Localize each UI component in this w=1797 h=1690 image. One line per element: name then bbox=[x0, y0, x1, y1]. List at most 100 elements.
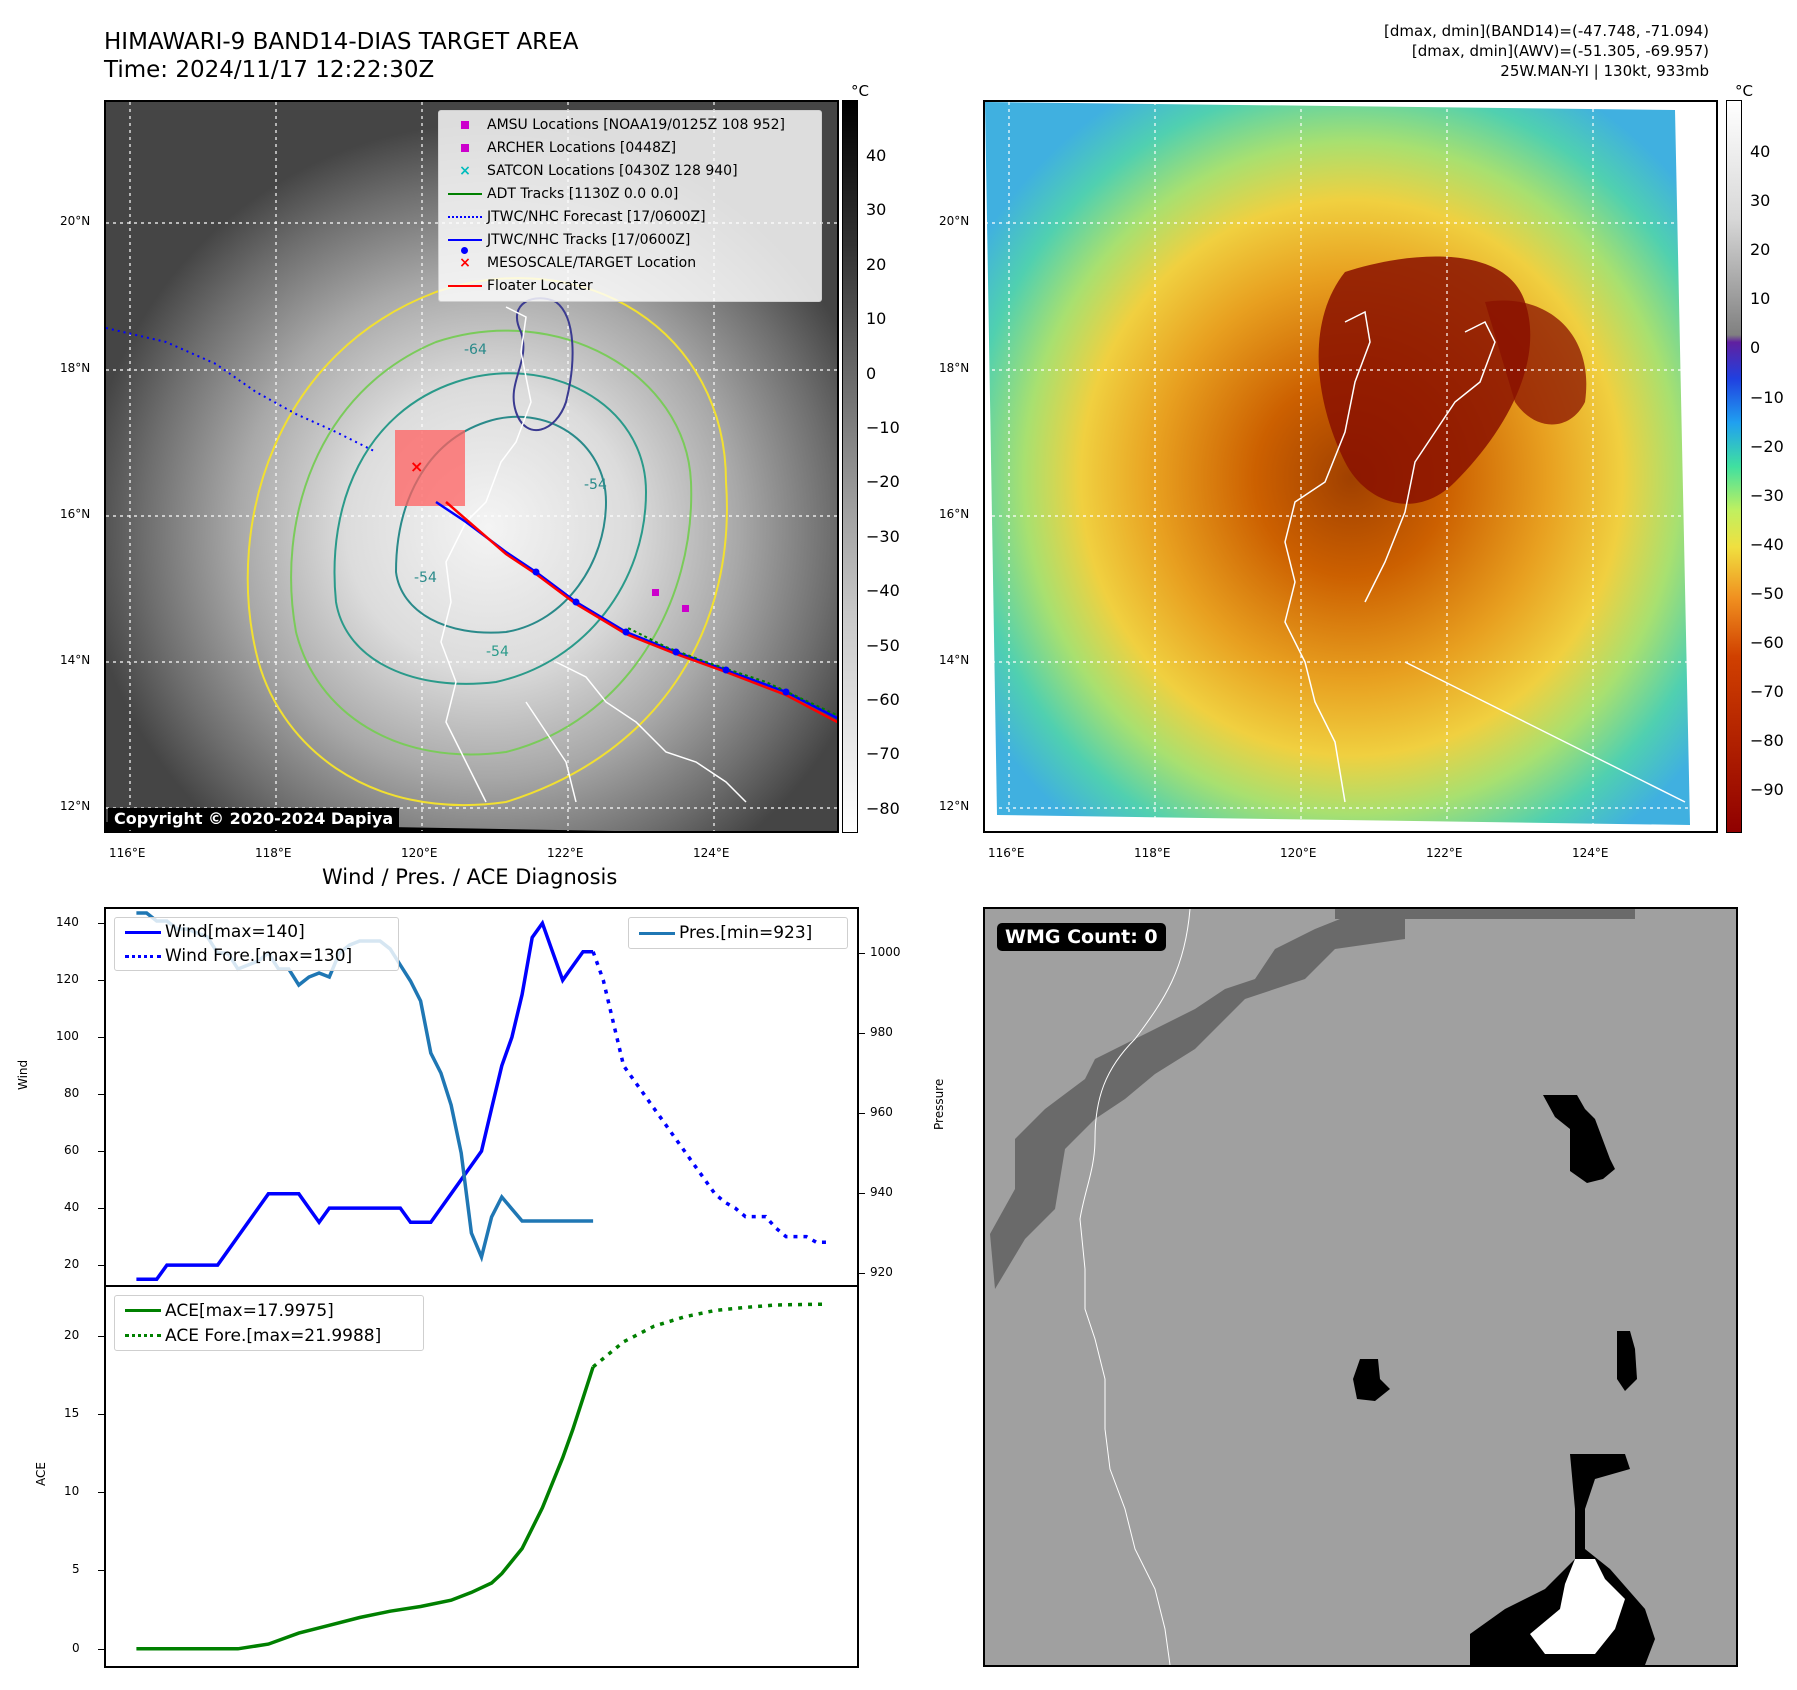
legend-wind: Wind[max=140] bbox=[121, 920, 392, 944]
color-colorbar-tick: −40 bbox=[1750, 534, 1784, 554]
color-lat-18: 18°N bbox=[939, 361, 970, 375]
legend-ace-forecast-label: ACE Fore.[max=21.9988] bbox=[165, 1325, 382, 1346]
cold-band bbox=[1485, 300, 1587, 425]
contour-label-4: -54 bbox=[486, 644, 509, 660]
legend-amsu: AMSU Locations [NOAA19/0125Z 108 952] bbox=[443, 113, 817, 136]
color-lat-20: 20°N bbox=[939, 214, 970, 228]
ir-colorbar-tick: −60 bbox=[866, 690, 900, 709]
color-colorbar-tick: −80 bbox=[1750, 731, 1784, 751]
wind-ytick-mark bbox=[98, 1265, 104, 1267]
ace-ytick: 15 bbox=[64, 1405, 80, 1420]
legend-tracks: JTWC/NHC Tracks [17/0600Z] bbox=[443, 228, 817, 254]
color-lon-116: 116°E bbox=[988, 846, 1025, 860]
series-aceline bbox=[136, 1366, 595, 1651]
color-colorbar-tick: 40 bbox=[1750, 142, 1771, 161]
adt-track bbox=[625, 626, 837, 717]
info-storm: 25W.MAN-YI | 130kt, 933mb bbox=[1500, 62, 1709, 80]
color-colorbar-tick: 30 bbox=[1750, 191, 1771, 211]
legend-satcon-label: SATCON Locations [0430Z 128 940] bbox=[487, 162, 738, 179]
pressure-ytick-mark bbox=[859, 1193, 865, 1194]
pressure-ytick-mark bbox=[859, 1033, 865, 1034]
color-colorbar-tick: −60 bbox=[1750, 633, 1784, 652]
ir-lon-122: 122°E bbox=[547, 846, 584, 860]
wind-ytick-mark bbox=[98, 1208, 104, 1210]
wmg-top-strip bbox=[1335, 909, 1635, 919]
legend-wind-forecast-label: Wind Fore.[max=130] bbox=[165, 946, 353, 966]
pressure-ytick-mark bbox=[859, 1273, 865, 1274]
ir-lat-18: 18°N bbox=[60, 361, 91, 375]
wmg-panel: WMG Count: 0 bbox=[983, 907, 1738, 1667]
info-awv: [dmax, dmin](AWV)=(-51.305, -69.957) bbox=[1411, 42, 1709, 60]
color-colorbar-tick: −50 bbox=[1750, 583, 1784, 603]
wmg-image bbox=[990, 909, 1655, 1665]
pressure-ytick: 940 bbox=[870, 1185, 893, 1199]
ir-lon-120: 120°E bbox=[401, 846, 438, 860]
wind-ytick-mark bbox=[98, 1094, 104, 1096]
ir-colorbar-tick: −40 bbox=[866, 581, 900, 601]
ir-colorbar-tick: 0 bbox=[866, 363, 877, 383]
legend-ace-forecast: ACE Fore.[max=21.9988] bbox=[121, 1323, 417, 1348]
legend-ace-label: ACE[max=17.9975] bbox=[165, 1300, 334, 1321]
pressure-ytick-mark bbox=[859, 1113, 865, 1114]
ace-ytick-mark bbox=[98, 1492, 104, 1494]
wmg-dark-band bbox=[990, 917, 1405, 1289]
wind-ytick: 40 bbox=[64, 1200, 80, 1215]
color-colorbar-unit: °C bbox=[1735, 82, 1753, 100]
legend-pressure-label: Pres.[min=923] bbox=[679, 923, 813, 943]
pressure-ytick-mark bbox=[859, 953, 865, 954]
legend-floater-label: Floater Locater bbox=[487, 277, 593, 294]
wind-ytick: 100 bbox=[56, 1029, 79, 1044]
ir-colorbar-unit: °C bbox=[851, 82, 869, 100]
info-band14: [dmax, dmin](BAND14)=(-47.748, -71.094) bbox=[1384, 22, 1709, 40]
ace-ytick-mark bbox=[98, 1413, 104, 1415]
wind-ytick-mark bbox=[98, 923, 104, 925]
contour-label-2: -54 bbox=[414, 570, 437, 586]
ir-lat-12: 12°N bbox=[60, 799, 91, 813]
pressure-ytick: 960 bbox=[870, 1105, 893, 1119]
wind-ytick-mark bbox=[98, 980, 104, 982]
target-marker: × bbox=[410, 457, 423, 476]
ace-ytick-mark bbox=[98, 1335, 104, 1337]
color-gridlines bbox=[985, 102, 1716, 831]
legend-tracks-label: JTWC/NHC Tracks [17/0600Z] bbox=[487, 231, 691, 248]
legend-archer: ARCHER Locations [0448Z] bbox=[443, 136, 817, 159]
color-lat-14: 14°N bbox=[939, 653, 970, 667]
color-colorbar-tick: 10 bbox=[1750, 289, 1771, 309]
color-lon-118: 118°E bbox=[1134, 846, 1171, 860]
ir-colorbar-tick: 10 bbox=[866, 309, 887, 329]
diagnosis-title: Wind / Pres. / ACE Diagnosis bbox=[322, 865, 618, 889]
ace-axis-label: ACE bbox=[34, 1462, 48, 1486]
copyright-label: Copyright © 2020-2024 Dapiya bbox=[108, 808, 400, 829]
ir-lon-118: 118°E bbox=[255, 846, 292, 860]
color-colorbar-tick: −20 bbox=[1750, 436, 1784, 456]
color-colorbar-tick: −90 bbox=[1750, 780, 1784, 800]
color-lat-16: 16°N bbox=[939, 507, 970, 521]
wind-axis-label: Wind bbox=[16, 1059, 30, 1090]
pressure-legend: Pres.[min=923] bbox=[628, 917, 848, 949]
color-colorbar-tick: 0 bbox=[1750, 338, 1761, 358]
ir-lon-116: 116°E bbox=[109, 846, 146, 860]
ir-colorbar-tick: −30 bbox=[866, 526, 900, 546]
ace-ytick: 5 bbox=[72, 1562, 80, 1577]
color-colorbar-tick: −30 bbox=[1750, 485, 1784, 505]
wmg-blob-1 bbox=[1543, 1095, 1615, 1183]
wind-ytick-mark bbox=[98, 1037, 104, 1039]
wind-pressure-chart: Wind[max=140] Wind Fore.[max=130] Pres.[… bbox=[104, 907, 859, 1287]
ir-lat-16: 16°N bbox=[60, 507, 91, 521]
color-map-image bbox=[985, 102, 1716, 831]
figure-title: HIMAWARI-9 BAND14-DIAS TARGET AREA bbox=[104, 29, 579, 55]
legend-pressure: Pres.[min=923] bbox=[635, 920, 841, 946]
wmg-blob-3 bbox=[1617, 1331, 1637, 1391]
wmg-white-core bbox=[1530, 1559, 1625, 1654]
ir-colorbar-tick: −10 bbox=[866, 418, 900, 437]
ir-colorbar-tick: 40 bbox=[866, 146, 887, 165]
legend-adt-label: ADT Tracks [1130Z 0.0 0.0] bbox=[487, 185, 679, 202]
pressure-ytick: 1000 bbox=[870, 945, 901, 959]
ir-contours bbox=[246, 277, 728, 807]
wind-ytick: 120 bbox=[56, 972, 79, 987]
ir-lon-124: 124°E bbox=[693, 846, 730, 860]
color-colorbar bbox=[1726, 100, 1742, 833]
ir-colorbar-tick: 20 bbox=[866, 254, 887, 274]
color-colorbar-tick: −70 bbox=[1750, 682, 1784, 702]
archer-marker bbox=[682, 605, 689, 612]
